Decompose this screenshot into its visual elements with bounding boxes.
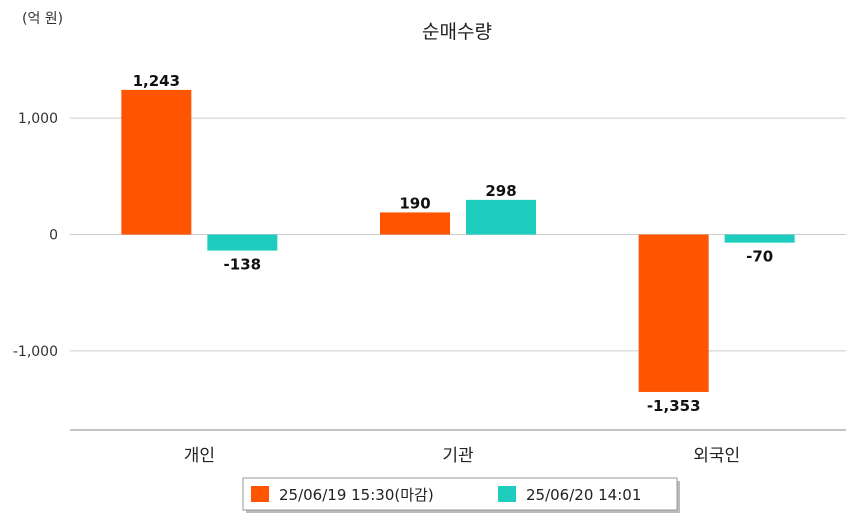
data-labels: 1,243 -138 190 298 -1,353 -70 — [133, 72, 774, 415]
bar-1-1 — [466, 199, 536, 235]
legend: 25/06/19 15:30(마감) 25/06/20 14:01 — [242, 477, 680, 513]
data-label-0-2: -1,353 — [647, 397, 701, 415]
y-tick-label: -1,000 — [13, 344, 58, 360]
x-tick-label: 개인 — [184, 446, 215, 466]
bars — [121, 89, 795, 392]
legend-box — [242, 477, 678, 511]
legend-swatch-1 — [498, 486, 516, 502]
data-label-1-0: -138 — [224, 256, 262, 274]
bar-0-0 — [121, 89, 192, 235]
bar-1-0 — [207, 234, 278, 251]
chart-title: 순매수량 — [422, 21, 492, 43]
gridlines — [70, 117, 846, 352]
bar-0-1 — [380, 212, 450, 235]
y-tick-label: 1,000 — [18, 111, 58, 127]
data-label-1-1: 298 — [485, 182, 516, 200]
bar-0-2 — [638, 234, 709, 392]
x-tick-label: 기관 — [442, 446, 473, 466]
y-tick-label: 0 — [49, 228, 58, 244]
x-tick-label: 외국인 — [693, 446, 740, 466]
y-axis-ticks: 1,000 0 -1,000 — [13, 111, 58, 360]
data-label-0-0: 1,243 — [133, 72, 180, 90]
data-label-1-2: -70 — [746, 248, 773, 266]
legend-label-1: 25/06/20 14:01 — [526, 486, 641, 504]
unit-label: (억 원) — [22, 11, 63, 27]
legend-label-0: 25/06/19 15:30(마감) — [279, 486, 434, 504]
x-axis-ticks: 개인 기관 외국인 — [184, 446, 740, 466]
bar-1-2 — [724, 234, 795, 243]
legend-swatch-0 — [251, 486, 269, 502]
data-label-0-1: 190 — [399, 194, 430, 212]
